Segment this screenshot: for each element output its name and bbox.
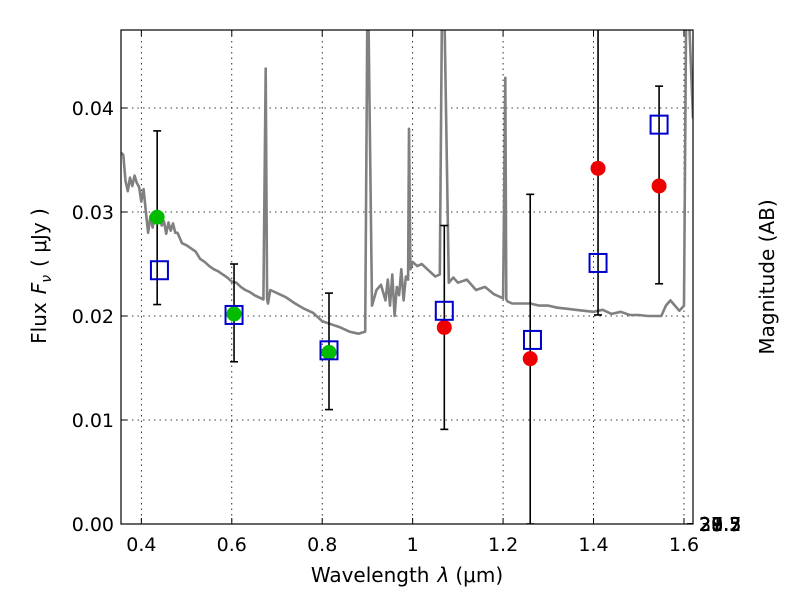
mag-tick-label: 28.2	[699, 514, 741, 536]
x-axis-label: Wavelength λ (μm)	[311, 563, 503, 587]
observed-point	[149, 209, 165, 225]
mag-tick-label: 29.5	[699, 514, 741, 536]
y2-axis-label: Magnitude (AB)	[755, 199, 779, 354]
y-tick-label: 0.00	[72, 514, 114, 536]
plot-marks	[121, 30, 693, 524]
mag-tick-label: 28	[699, 514, 723, 536]
mag-tick-label: 30	[699, 514, 723, 536]
mag-tick-label: 27.5	[699, 514, 741, 536]
mag-tick-label: 27.3	[699, 514, 741, 536]
y-tick-label: 0.04	[72, 98, 114, 120]
plot-frame	[120, 29, 694, 525]
model-band-square	[319, 340, 339, 361]
x-tick-label: 0.6	[217, 534, 247, 556]
x-tick-label: 0.4	[126, 534, 156, 556]
model-band-square	[224, 304, 244, 325]
y-tick-label: 0.02	[72, 306, 114, 328]
mag-tick-label: 29	[699, 514, 723, 536]
x-tick-label: 1.6	[669, 534, 699, 556]
model-band-square	[149, 260, 169, 281]
model-band-square	[588, 252, 608, 273]
model-band-square	[434, 300, 454, 321]
observed-point	[590, 160, 606, 176]
axis-ticks: 0.4 0.6 0.8 1 1.2 1.4 1.6 0.00 0.01 0.02 0.03 0.04 2…	[72, 30, 741, 556]
model-band-square	[649, 114, 669, 135]
y-tick-label: 0.03	[72, 202, 114, 224]
observed-point	[436, 319, 452, 335]
observed-point	[226, 306, 242, 322]
y-tick-label: 0.01	[72, 410, 114, 432]
x-tick-label: 1.4	[578, 534, 608, 556]
observed-point	[321, 344, 337, 360]
model-band-square	[522, 329, 542, 350]
observed-point	[651, 178, 667, 194]
y-axis-label: FluxFν( μJy )	[27, 208, 55, 344]
mag-tick-label: 27.7	[699, 514, 741, 536]
x-tick-label: 1.2	[488, 534, 518, 556]
observed-point	[522, 351, 538, 367]
model-sed-line	[121, 30, 693, 336]
x-tick-label: 0.8	[307, 534, 337, 556]
mag-tick-label: 28.5	[699, 514, 741, 536]
x-tick-label: 1	[407, 534, 419, 556]
mag-tick-label: 31	[699, 514, 723, 536]
